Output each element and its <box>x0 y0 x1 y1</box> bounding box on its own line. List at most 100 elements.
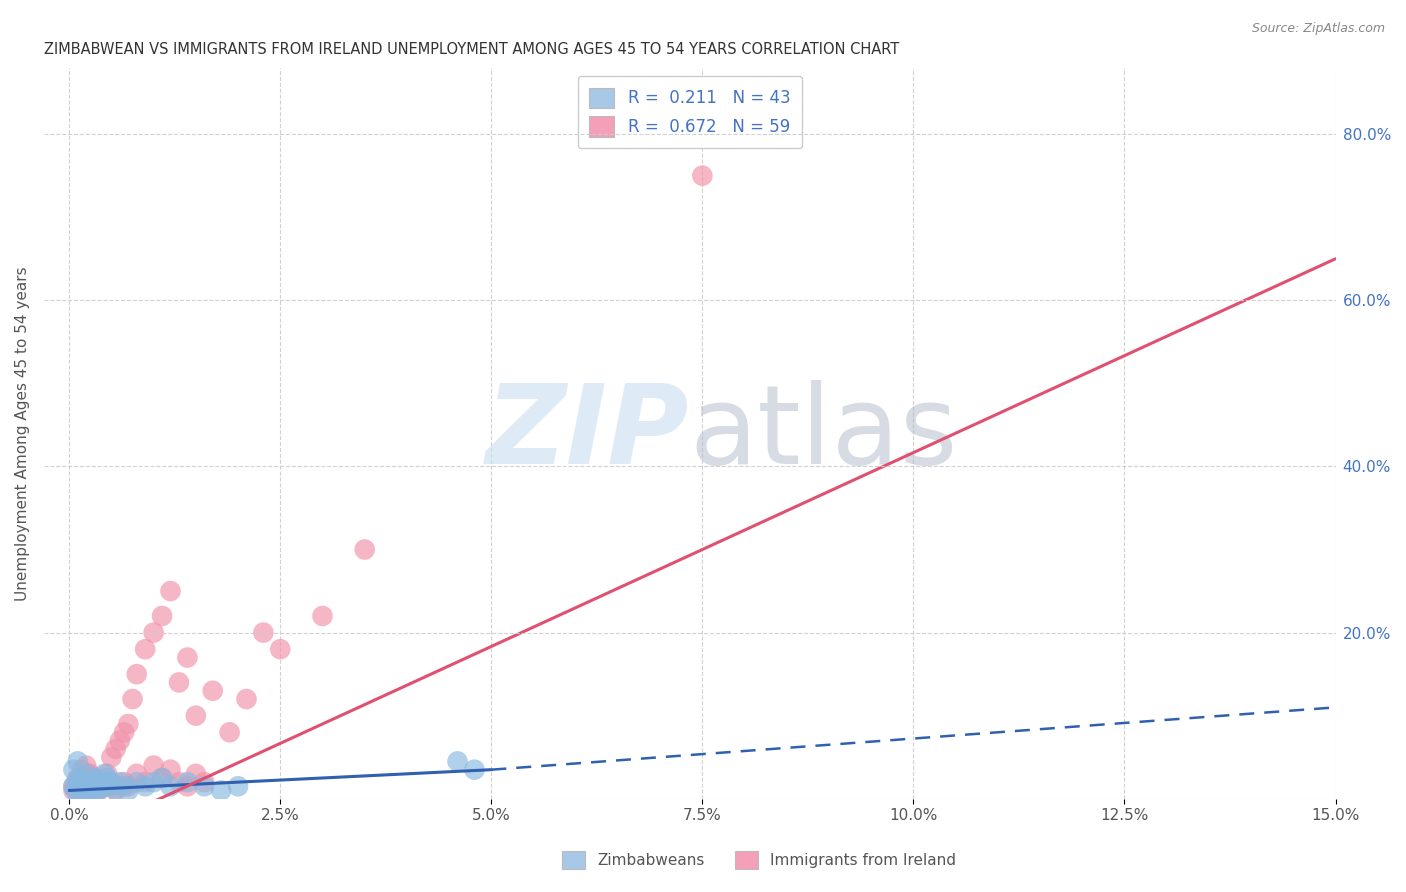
Point <box>108 733 131 747</box>
Point <box>63 783 86 797</box>
Point <box>70 775 93 789</box>
Point <box>96 771 118 785</box>
Text: Source: ZipAtlas.com: Source: ZipAtlas.com <box>1251 22 1385 36</box>
Point <box>209 783 232 797</box>
Point <box>112 775 135 789</box>
Point <box>193 779 215 793</box>
Point <box>66 771 89 785</box>
Point <box>73 775 96 789</box>
Point <box>73 783 96 797</box>
Point <box>90 779 112 793</box>
Point <box>91 779 114 793</box>
Point <box>150 771 173 785</box>
Point <box>65 779 87 793</box>
Point <box>235 692 257 706</box>
Point <box>87 783 110 797</box>
Point <box>79 779 101 793</box>
Point <box>75 758 97 772</box>
Point <box>176 650 198 665</box>
Point <box>82 775 104 789</box>
Point <box>96 779 118 793</box>
Point <box>62 763 84 777</box>
Point <box>142 625 165 640</box>
Point <box>193 775 215 789</box>
Point <box>108 775 131 789</box>
Point <box>67 771 90 785</box>
Point <box>269 642 291 657</box>
Point <box>84 783 107 797</box>
Point <box>150 771 173 785</box>
Point <box>62 783 84 797</box>
Point <box>66 783 89 797</box>
Point <box>76 783 98 797</box>
Point <box>66 775 89 789</box>
Point <box>83 771 105 785</box>
Point <box>117 779 139 793</box>
Point <box>117 717 139 731</box>
Point <box>76 779 98 793</box>
Text: ZIMBABWEAN VS IMMIGRANTS FROM IRELAND UNEMPLOYMENT AMONG AGES 45 TO 54 YEARS COR: ZIMBABWEAN VS IMMIGRANTS FROM IRELAND UN… <box>44 42 900 57</box>
Text: atlas: atlas <box>690 380 959 487</box>
Point <box>218 725 240 739</box>
Point <box>176 779 198 793</box>
Point <box>82 779 104 793</box>
Point <box>100 750 122 764</box>
Point <box>83 779 105 793</box>
Point <box>134 775 156 789</box>
Point <box>73 779 96 793</box>
Point <box>91 775 114 789</box>
Point <box>134 779 156 793</box>
Point <box>159 584 181 599</box>
Point <box>100 779 122 793</box>
Point <box>69 779 91 793</box>
Point <box>82 775 104 789</box>
Point <box>96 767 118 781</box>
Point <box>159 779 181 793</box>
Point <box>121 692 143 706</box>
Point <box>463 763 485 777</box>
Point <box>167 675 190 690</box>
Point <box>176 775 198 789</box>
Point <box>201 683 224 698</box>
Point <box>79 775 101 789</box>
Point <box>91 779 114 793</box>
Point <box>446 755 468 769</box>
Text: ZIP: ZIP <box>486 380 690 487</box>
Y-axis label: Unemployment Among Ages 45 to 54 years: Unemployment Among Ages 45 to 54 years <box>15 266 30 600</box>
Point <box>142 758 165 772</box>
Point <box>108 779 131 793</box>
Point <box>90 775 112 789</box>
Point <box>353 542 375 557</box>
Point <box>159 763 181 777</box>
Point <box>104 742 127 756</box>
Point <box>692 169 714 183</box>
Point <box>76 783 98 797</box>
Point <box>62 779 84 793</box>
Point <box>142 775 165 789</box>
Point <box>98 775 121 789</box>
Point <box>125 767 148 781</box>
Point <box>125 775 148 789</box>
Point <box>125 667 148 681</box>
Legend: R =  0.211   N = 43, R =  0.672   N = 59: R = 0.211 N = 43, R = 0.672 N = 59 <box>578 76 801 148</box>
Point <box>100 775 122 789</box>
Point <box>67 783 90 797</box>
Point <box>75 767 97 781</box>
Point <box>87 783 110 797</box>
Point <box>93 767 115 781</box>
Point <box>117 783 139 797</box>
Point <box>70 779 93 793</box>
Point <box>79 767 101 781</box>
Point <box>104 783 127 797</box>
Point <box>150 609 173 624</box>
Point <box>311 609 333 624</box>
Point <box>112 779 135 793</box>
Point <box>184 708 207 723</box>
Legend: Zimbabweans, Immigrants from Ireland: Zimbabweans, Immigrants from Ireland <box>555 845 963 875</box>
Point <box>112 725 135 739</box>
Point <box>65 775 87 789</box>
Point <box>184 767 207 781</box>
Point <box>252 625 274 640</box>
Point <box>134 642 156 657</box>
Point <box>62 779 84 793</box>
